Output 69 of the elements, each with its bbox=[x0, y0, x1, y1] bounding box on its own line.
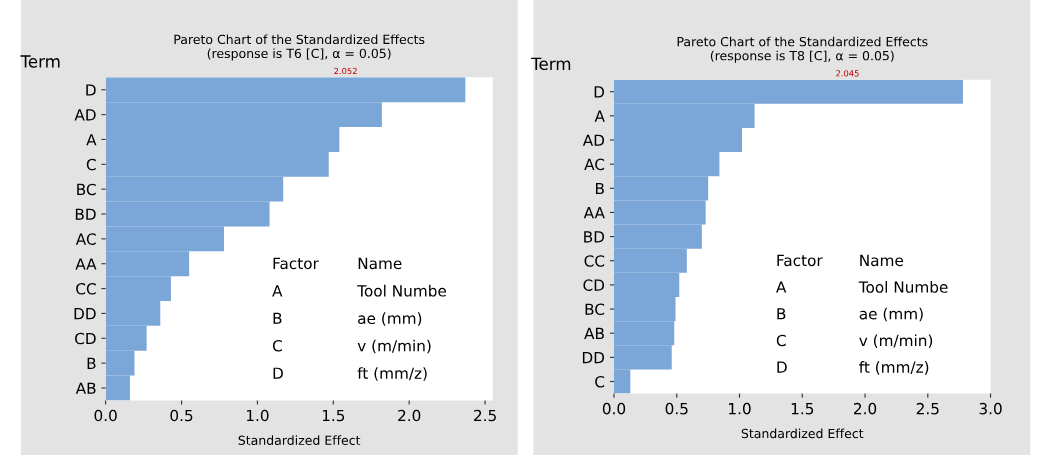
chart-subtitle: (response is T6 [C], α = 0.05) bbox=[207, 48, 391, 61]
annotation: Tool Numbe bbox=[858, 281, 948, 293]
x-axis-title: Standardized Effect bbox=[238, 435, 361, 445]
y-tick-label: CC bbox=[584, 255, 605, 267]
x-tick-label: 0.5 bbox=[665, 402, 688, 415]
annotation: ft (mm/z) bbox=[859, 361, 929, 375]
y-tick-label: AC bbox=[75, 233, 96, 245]
annotation: A bbox=[776, 281, 787, 293]
annotation: Name bbox=[860, 254, 904, 267]
y-tick-label: C bbox=[86, 158, 96, 171]
chart-title: Pareto Chart of the Standardized Effects bbox=[174, 34, 425, 45]
x-tick-label: 1.5 bbox=[791, 403, 814, 415]
annotation: v (m/min) bbox=[859, 334, 933, 348]
text: 2.052 bbox=[334, 67, 357, 75]
y-tick-label: D bbox=[594, 86, 605, 98]
y-tick-label: AA bbox=[75, 258, 97, 270]
annotation: Tool Numbe bbox=[357, 284, 447, 297]
y-tick-label: AD bbox=[74, 109, 96, 121]
annotation: v (m/min) bbox=[357, 339, 431, 354]
y-tick-label: D bbox=[86, 84, 96, 96]
y-tick-label: B bbox=[87, 357, 96, 369]
y-tick-label: BD bbox=[584, 231, 605, 243]
annotation: Factor bbox=[273, 257, 319, 270]
annotation: ae (mm) bbox=[358, 312, 422, 326]
x-tick-label: 0.0 bbox=[94, 409, 117, 422]
x-tick-label: 2.5 bbox=[916, 402, 939, 415]
x-tick-label: 0.5 bbox=[170, 409, 193, 422]
x-tick-label: 0.0 bbox=[602, 402, 626, 415]
y-tick-label: A bbox=[594, 110, 605, 122]
annotation: C bbox=[272, 339, 282, 352]
y-axis-title: Term bbox=[531, 57, 571, 71]
annotation: ae (mm) bbox=[859, 307, 923, 322]
text: 2.045 bbox=[836, 70, 859, 77]
annotation: B bbox=[273, 312, 282, 324]
y-tick-label: A bbox=[86, 134, 97, 146]
y-tick-label: CD bbox=[75, 332, 96, 345]
annotation: B bbox=[777, 308, 786, 320]
y-tick-label: DD bbox=[74, 308, 96, 320]
chart-title: Pareto Chart of the Standardized Effects bbox=[677, 36, 928, 47]
x-tick-label: 2.5 bbox=[474, 409, 496, 422]
y-tick-label: AB bbox=[75, 382, 96, 394]
annotation: ft (mm/z) bbox=[357, 367, 427, 381]
annotation: D bbox=[273, 367, 283, 379]
chart-subtitle: (response is T8 [C], α = 0.05) bbox=[710, 50, 894, 63]
y-tick-label: BC bbox=[77, 183, 96, 196]
y-tick-label: CC bbox=[76, 283, 96, 295]
y-tick-label: CD bbox=[583, 279, 605, 291]
annotation: Name bbox=[358, 257, 402, 270]
y-tick-label: B bbox=[595, 182, 604, 195]
x-tick-label: 1.5 bbox=[322, 409, 345, 422]
annotation: C bbox=[776, 334, 786, 347]
x-tick-label: 2.0 bbox=[854, 402, 877, 415]
annotation: A bbox=[272, 285, 283, 297]
x-axis-title: Standardized Effect bbox=[741, 428, 864, 439]
y-tick-label: AC bbox=[584, 158, 605, 171]
y-tick-label: AA bbox=[583, 207, 605, 219]
y-tick-label: BD bbox=[75, 208, 96, 220]
y-tick-label: BC bbox=[585, 303, 605, 316]
y-tick-label: AB bbox=[584, 327, 604, 339]
y-axis-title: Term bbox=[20, 55, 60, 68]
x-tick-label: 1.0 bbox=[729, 402, 751, 415]
annotation: Factor bbox=[777, 254, 823, 267]
y-tick-label: C bbox=[595, 375, 605, 388]
annotation: D bbox=[777, 361, 787, 373]
x-tick-label: 1.0 bbox=[246, 409, 269, 422]
y-tick-label: AD bbox=[582, 134, 605, 146]
x-tick-label: 3.0 bbox=[979, 402, 1002, 415]
x-tick-label: 2.0 bbox=[398, 409, 421, 422]
y-tick-label: DD bbox=[582, 352, 605, 364]
